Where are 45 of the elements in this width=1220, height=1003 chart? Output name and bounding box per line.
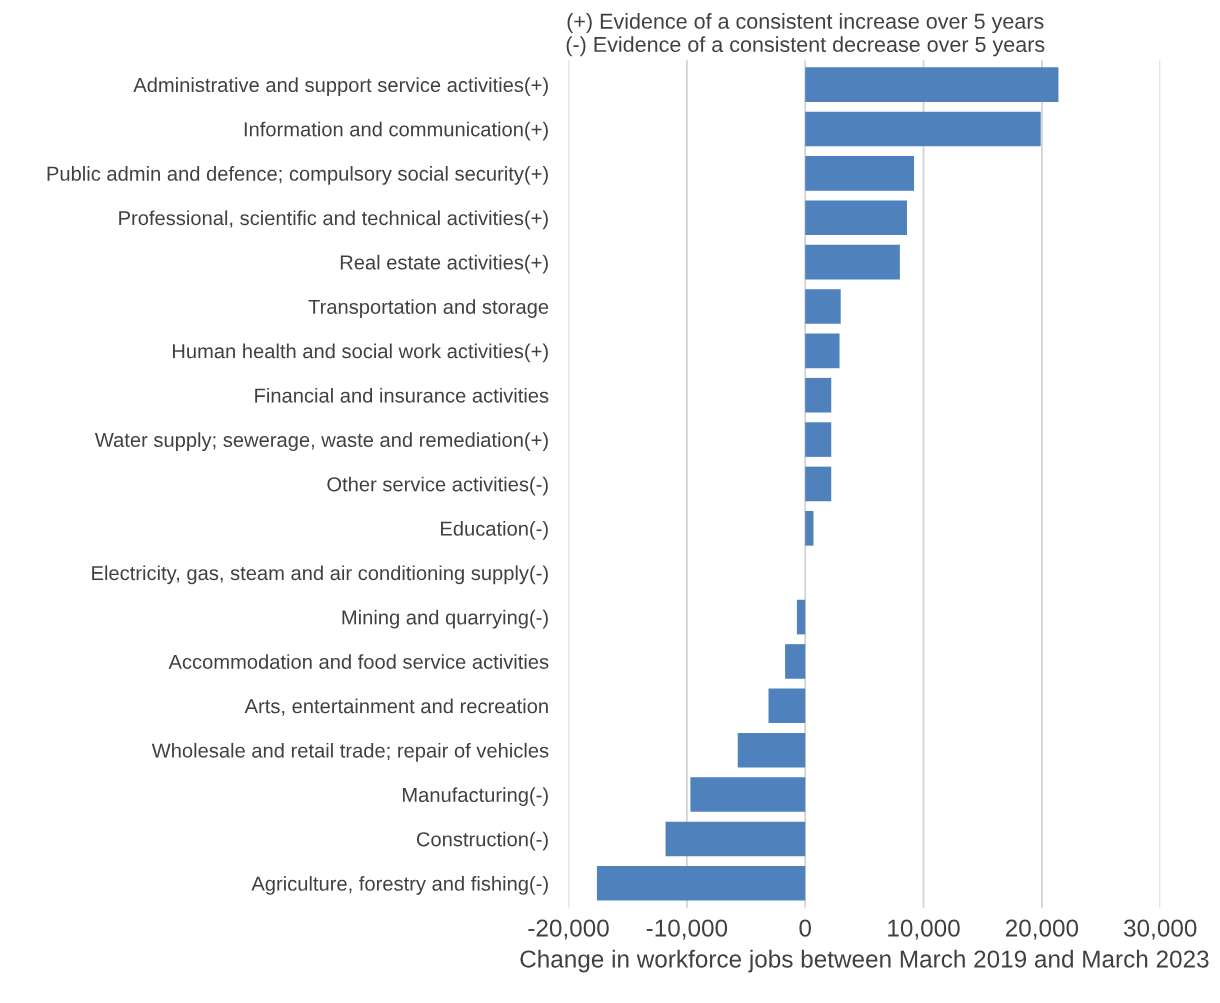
y-tick-label: Professional, scientific and technical activities(+)	[119, 210, 548, 230]
y-tick-label: Financial and insurance activities	[255, 387, 549, 403]
bar	[805, 511, 814, 546]
y-tick-label: Education(-)	[441, 521, 548, 540]
y-tick-label: Agriculture, forestry and fishing(-)	[251, 876, 548, 895]
x-tick-label: 30,000	[1123, 919, 1197, 940]
bar	[690, 777, 806, 812]
y-tick-label: Mining and quarrying(-)	[342, 609, 548, 629]
bar	[805, 466, 832, 502]
bar	[796, 599, 806, 635]
bar	[785, 644, 806, 679]
bar	[805, 244, 900, 280]
x-tick-label: -10,000	[646, 919, 728, 940]
x-tick-label: 0	[799, 919, 812, 937]
y-tick-label: Human health and social work activities(+)	[172, 343, 548, 363]
bar	[805, 111, 1041, 147]
y-tick-label: Other service activities(-)	[327, 476, 548, 496]
y-tick-label: Electricity, gas, steam and air conditioning supply(-)	[92, 565, 548, 585]
bar	[805, 289, 841, 324]
y-tick-label: Manufacturing(-)	[403, 787, 548, 807]
bar	[665, 821, 806, 857]
y-tick-label: Water supply; sewerage, waste and remediation(+)	[94, 432, 548, 452]
bar	[805, 422, 832, 457]
x-axis-title: Change in workforce jobs between March 2019 and March 2023	[520, 949, 1209, 973]
y-tick-label: Construction(-)	[416, 831, 548, 851]
x-tick-label: -20,000	[528, 919, 609, 940]
x-tick-label: 20,000	[1005, 919, 1079, 940]
bar	[805, 333, 840, 369]
y-tick-label: Public admin and defence; compulsory social security(+)	[47, 166, 548, 185]
y-tick-label: Transportation and storage	[308, 299, 549, 318]
y-tick-label: Arts, entertainment and recreation	[244, 698, 548, 716]
x-tick-label: 10,000	[888, 919, 960, 940]
y-tick-label: Real estate activities(+)	[340, 254, 548, 274]
y-tick-label: Administrative and support service activities(+)	[133, 77, 548, 97]
bar	[805, 156, 915, 191]
bar	[768, 688, 806, 724]
y-tick-label: Information and communication(+)	[244, 121, 548, 141]
bar	[805, 200, 907, 236]
bar	[805, 377, 832, 413]
y-tick-label: Accommodation and food service activities	[168, 654, 549, 669]
bar	[737, 732, 806, 768]
bar	[805, 67, 1059, 102]
chart-title: (+) Evidence of a consistent increase over 5 years (-) Evidence of a consistent decrease over 5 years	[566, 13, 1045, 57]
y-tick-label: Wholesale and retail trade; repair of vehicles	[151, 742, 549, 762]
bar	[596, 866, 806, 901]
